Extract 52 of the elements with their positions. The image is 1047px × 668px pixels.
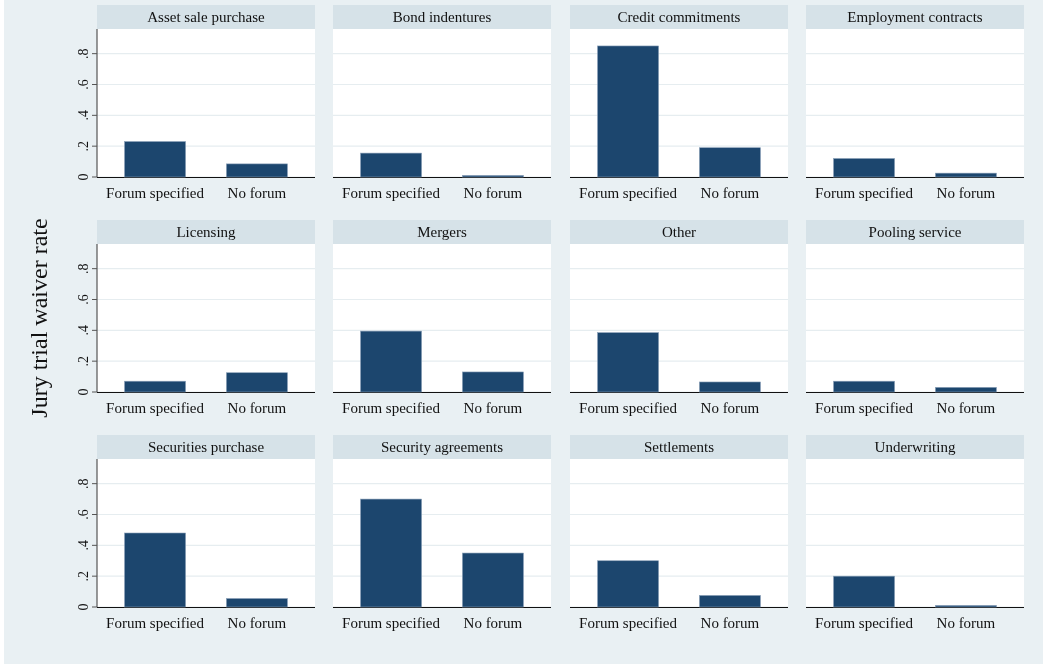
y-tick-label: 0 (76, 603, 91, 611)
x-tick-label: Forum specified (342, 185, 441, 201)
y-tick-label: .4 (76, 540, 91, 551)
chart-title: Pooling service (868, 224, 962, 240)
x-tick-label: No forum (936, 615, 996, 631)
y-tick-label: .6 (76, 294, 91, 305)
x-tick-label: No forum (463, 185, 523, 201)
y-tick-label: .6 (76, 509, 91, 520)
chart-title: Security agreements (380, 439, 504, 455)
x-tick-label: Forum specified (342, 615, 441, 631)
chart-title: Bond indentures (392, 9, 492, 25)
x-tick-label: Forum specified (815, 185, 914, 201)
chart-title: Employment contracts (847, 9, 983, 25)
y-tick-label: .8 (76, 48, 91, 59)
y-tick-label: .8 (76, 478, 91, 489)
x-tick-label: Forum specified (815, 400, 914, 416)
x-tick-label: Forum specified (579, 185, 678, 201)
x-tick-label: Forum specified (342, 400, 441, 416)
y-tick-label: 0 (76, 388, 91, 396)
y-tick-label: .6 (76, 79, 91, 90)
y-tick-label: .2 (76, 355, 91, 367)
chart-title: Other (661, 224, 697, 240)
x-tick-label: Forum specified (579, 400, 678, 416)
chart-title: Credit commitments (617, 9, 741, 25)
y-tick-label: 0 (76, 173, 91, 181)
x-tick-label: Forum specified (106, 185, 205, 201)
x-tick-label: Forum specified (106, 400, 205, 416)
chart-title: Licensing (176, 224, 237, 240)
y-tick-label: .2 (76, 140, 91, 152)
x-tick-label: No forum (227, 400, 287, 416)
x-tick-label: No forum (936, 400, 996, 416)
chart-title: Settlements (644, 439, 715, 455)
y-axis-title: Jury trial waiver rate (26, 218, 52, 418)
chart-title: Securities purchase (147, 439, 265, 455)
y-tick-label: .4 (76, 110, 91, 121)
chart-title: Asset sale purchase (147, 9, 266, 25)
y-tick-label: .8 (76, 263, 91, 274)
x-tick-label: No forum (227, 615, 287, 631)
chart-title: Underwriting (874, 439, 956, 455)
y-tick-label: .2 (76, 570, 91, 582)
x-tick-label: No forum (700, 400, 760, 416)
x-tick-label: No forum (936, 185, 996, 201)
x-tick-label: No forum (227, 185, 287, 201)
x-tick-label: No forum (700, 185, 760, 201)
chart-title: Mergers (417, 224, 468, 240)
x-tick-label: No forum (700, 615, 760, 631)
x-tick-label: Forum specified (106, 615, 205, 631)
y-tick-label: .4 (76, 325, 91, 336)
x-tick-label: No forum (463, 615, 523, 631)
x-tick-label: Forum specified (579, 615, 678, 631)
x-tick-label: Forum specified (815, 615, 914, 631)
x-tick-label: No forum (463, 400, 523, 416)
